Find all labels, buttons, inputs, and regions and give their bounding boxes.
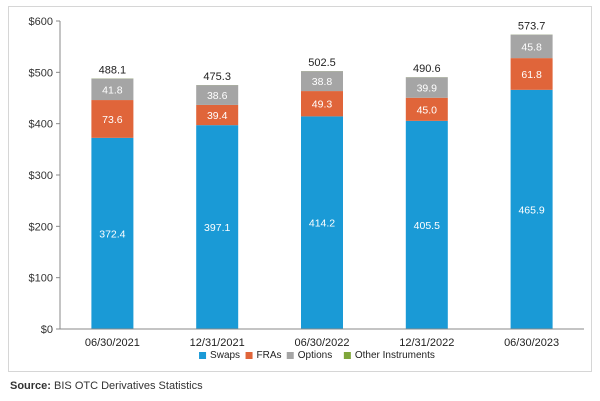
- y-tick-label: $100: [29, 273, 53, 285]
- source-text: BIS OTC Derivatives Statistics: [54, 380, 203, 392]
- value-label-fras: 61.8: [521, 69, 542, 81]
- y-tick-label: $0: [41, 324, 53, 336]
- bar-options: [196, 85, 239, 105]
- legend-label-fras: FRAs: [257, 350, 282, 361]
- value-label-options: 39.9: [417, 83, 438, 95]
- value-label-options: 38.8: [312, 76, 333, 88]
- source-note: Source: BIS OTC Derivatives Statistics: [10, 380, 203, 392]
- total-label: 573.7: [518, 21, 546, 33]
- total-label: 490.6: [413, 63, 441, 75]
- y-tick-label: $400: [29, 119, 53, 131]
- bar-swaps: [91, 137, 134, 329]
- bar-swaps: [405, 120, 448, 330]
- stacked-bar-chart: $0 $100 $200 $300 $400 $500 $600 372.4 73.6 41.8 4…: [29, 16, 584, 361]
- bar-fras: [405, 97, 448, 121]
- category-label: 12/31/2021: [190, 337, 245, 349]
- bar-swaps: [301, 116, 343, 329]
- legend-swatch-options: [286, 352, 294, 359]
- value-label-options: 38.6: [207, 90, 228, 102]
- value-label-swaps: 405.5: [414, 220, 440, 232]
- value-label-fras: 39.4: [207, 110, 228, 122]
- category-label: 06/30/2021: [85, 337, 140, 349]
- bar-fras: [510, 58, 553, 90]
- value-label-swaps: 414.2: [309, 218, 335, 230]
- value-label-swaps: 372.4: [99, 228, 125, 240]
- bar-options: [510, 34, 553, 59]
- total-label: 488.1: [99, 64, 127, 76]
- value-label-options: 41.8: [102, 84, 123, 96]
- bar-swaps: [196, 125, 239, 329]
- legend-label-options: Options: [298, 350, 332, 361]
- legend-swatch-fras: [245, 352, 253, 359]
- bar-fras: [301, 91, 343, 117]
- legend-label-swaps: Swaps: [210, 350, 240, 361]
- value-label-fras: 49.3: [312, 99, 333, 111]
- legend-label-other-instruments: Other Instruments: [355, 350, 435, 361]
- bar-options: [301, 71, 343, 92]
- total-label: 475.3: [203, 71, 231, 83]
- category-label: 06/30/2022: [294, 337, 349, 349]
- value-label-options: 45.8: [521, 41, 542, 53]
- category-label: 06/30/2023: [504, 337, 559, 349]
- category-label: 12/31/2022: [399, 337, 454, 349]
- value-label-swaps: 465.9: [518, 204, 544, 216]
- value-label-fras: 73.6: [102, 114, 123, 126]
- legend-swatch-other-instruments: [343, 352, 351, 359]
- y-tick-label: $500: [29, 67, 53, 79]
- y-tick-label: $600: [29, 16, 53, 28]
- bar-fras: [196, 104, 239, 126]
- value-label-fras: 45.0: [417, 104, 438, 116]
- bar-options: [91, 78, 134, 101]
- bar-fras: [91, 100, 134, 138]
- y-tick-label: $300: [29, 170, 53, 182]
- legend-swatch-swaps: [199, 352, 207, 359]
- bar-swaps: [510, 89, 553, 329]
- value-label-swaps: 397.1: [204, 222, 230, 234]
- bar-options: [405, 77, 448, 98]
- y-tick-label: $200: [29, 221, 53, 233]
- source-label: Source:: [10, 380, 51, 392]
- total-label: 502.5: [308, 57, 336, 69]
